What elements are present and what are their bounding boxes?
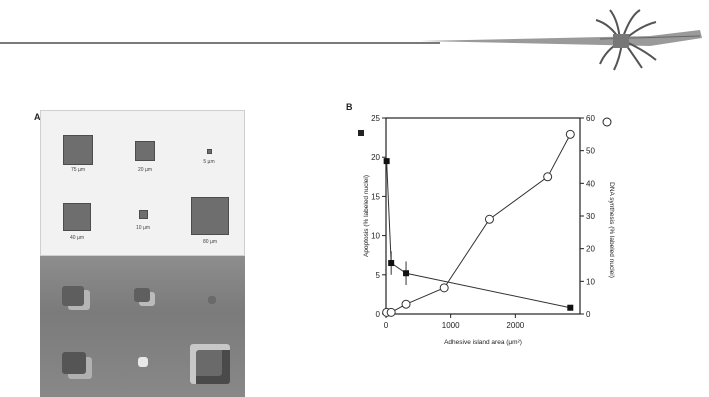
x-axis-label: Adhesive island area (µm²): [444, 339, 522, 346]
y-left-tick-label: 20: [371, 153, 380, 162]
square-label: 10 µm: [136, 225, 150, 231]
panel-a-label: A: [34, 112, 41, 122]
micropattern-figure: 75 µm 20 µm 5 µm 40 µm 10 µm 80 µm: [40, 110, 245, 397]
y-right-tick-label: 50: [586, 147, 595, 156]
square-label: 20 µm: [138, 167, 152, 173]
square-10um: [139, 210, 148, 219]
cell: [190, 344, 230, 384]
data-point-circle: [439, 283, 449, 293]
y-left-tick-label: 10: [371, 232, 380, 241]
data-point-square: [567, 304, 574, 311]
y-right-tick-label: 30: [586, 212, 595, 221]
square-label: 40 µm: [70, 235, 84, 241]
micrograph: [40, 256, 245, 397]
y-left-tick-label: 5: [376, 271, 381, 280]
y-left-tick-label: 15: [371, 192, 380, 201]
y-left-axis-label: Apoptosis (% labeled nuclei): [363, 175, 370, 257]
y-right-axis-label: DNA synthesis (% labeled nuclei): [608, 182, 615, 278]
data-point-square: [388, 260, 395, 267]
chart-panel-b: B 0 5 10 15 20 25 0 10 20 30 40 50 60 0 1000 2000 Adhesiv…: [340, 96, 630, 356]
square-label: 5 µm: [203, 159, 215, 165]
plot-frame: [385, 117, 581, 315]
square-label: 75 µm: [71, 167, 85, 173]
data-point-circle: [543, 172, 553, 182]
data-point-circle: [484, 214, 494, 224]
micropattern-squares: 75 µm 20 µm 5 µm 40 µm 10 µm 80 µm: [40, 110, 245, 256]
legend-filled-square: [358, 130, 364, 136]
x-tick-label: 0: [384, 321, 389, 330]
data-point-square: [383, 158, 390, 165]
series-line-filled-square: [386, 161, 571, 309]
header-rule: [0, 42, 440, 44]
palm-logo: [420, 9, 702, 71]
square-40um: [63, 203, 91, 231]
panel-b-label: B: [346, 102, 353, 112]
y-right-tick-label: 40: [586, 179, 595, 188]
y-left-tick-label: 25: [371, 114, 380, 123]
y-left-tick-label: 0: [376, 310, 381, 319]
square-75um: [63, 135, 93, 165]
data-point-circle: [565, 129, 575, 139]
cell: [134, 288, 150, 302]
square-5um: [207, 149, 212, 154]
y-right-tick-label: 0: [586, 310, 591, 319]
square-label: 80 µm: [203, 239, 217, 245]
y-right-tick-label: 10: [586, 277, 595, 286]
x-tick-label: 1000: [442, 321, 460, 330]
square-20um: [135, 141, 155, 161]
legend-open-circle: [602, 117, 612, 127]
y-right-tick-label: 60: [586, 114, 595, 123]
data-point-circle: [386, 307, 396, 317]
cell: [208, 296, 216, 304]
chart-svg: B 0 5 10 15 20 25 0 10 20 30 40 50 60 0 1000 2000 Adhesiv…: [346, 102, 615, 346]
square-80um: [191, 197, 229, 235]
data-point-square: [403, 270, 410, 277]
cell: [138, 357, 148, 367]
cell: [62, 352, 86, 374]
data-point-circle: [401, 299, 411, 309]
cell: [62, 286, 84, 306]
series-line-open-circle: [386, 134, 571, 313]
y-right-tick-label: 20: [586, 245, 595, 254]
x-tick-label: 2000: [506, 321, 524, 330]
